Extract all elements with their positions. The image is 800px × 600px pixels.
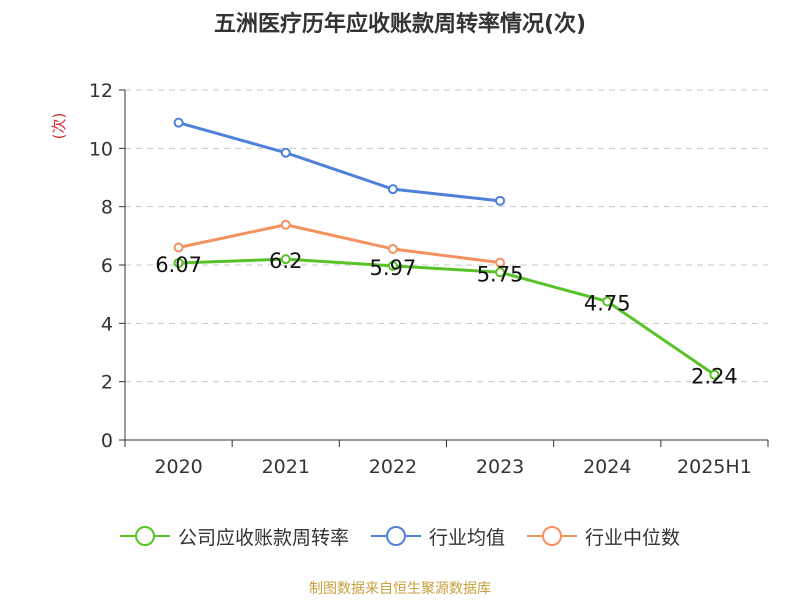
legend-swatch-industry-median <box>527 526 577 546</box>
x-tick-label: 2024 <box>583 456 631 478</box>
data-point-company <box>173 257 184 268</box>
y-axis-label: (次) <box>50 113 68 140</box>
x-tick-label: 2022 <box>369 456 417 478</box>
legend-label-industry-median: 行业中位数 <box>585 526 681 549</box>
legend-label-company: 公司应收账款周转率 <box>177 526 349 549</box>
x-tick-label: 2023 <box>476 456 524 478</box>
legend-item-company[interactable]: 公司应收账款周转率 <box>119 523 349 550</box>
data-point-company <box>602 296 613 307</box>
y-tick-label: 12 <box>89 80 113 102</box>
data-point-company <box>387 260 398 271</box>
x-tick-label: 2021 <box>262 456 310 478</box>
data-point-company <box>495 267 506 278</box>
legend-swatch-industry-average <box>370 526 421 546</box>
series-line-company <box>178 257 716 376</box>
chart-legend: 公司应收账款周转率 行业均值 行业中位数 <box>0 520 800 552</box>
y-tick-label: 0 <box>101 430 113 452</box>
y-tick-label: 8 <box>101 197 113 219</box>
data-point-company <box>280 254 291 265</box>
data-point-industry-median <box>495 257 506 268</box>
data-label: 2.24 <box>691 365 738 389</box>
y-tick-label: 6 <box>101 255 113 277</box>
legend-marker <box>385 526 406 546</box>
legend-item-industry-average[interactable]: 行业均值 <box>370 523 505 550</box>
data-label: 6.2 <box>269 249 302 273</box>
data-point-industry-median <box>280 219 291 230</box>
legend-item-industry-median[interactable]: 行业中位数 <box>527 523 680 550</box>
legend-marker <box>134 526 155 546</box>
data-point-industry-median <box>173 242 184 253</box>
chart-title: 五洲医疗历年应收账款周转率情况(次) <box>213 12 587 37</box>
y-tick-label: 2 <box>101 372 113 394</box>
y-tick-label: 4 <box>101 313 113 335</box>
data-label: 5.97 <box>370 256 417 280</box>
series-line-industry-average <box>178 121 501 203</box>
data-label: 5.75 <box>477 262 524 286</box>
data-label: 6.07 <box>155 253 202 277</box>
data-point-industry-average <box>173 117 184 128</box>
legend-label-industry-average: 行业均值 <box>428 526 505 549</box>
data-source-note: 制图数据来自恒生聚源数据库 <box>309 581 491 597</box>
series-line-industry-median <box>178 223 501 265</box>
data-point-company <box>709 369 720 380</box>
data-point-industry-average <box>495 195 506 206</box>
data-label: 4.75 <box>584 291 631 315</box>
y-tick-label: 10 <box>89 138 113 160</box>
legend-marker <box>542 526 562 546</box>
data-point-industry-average <box>387 184 398 195</box>
legend-swatch-company <box>119 526 170 546</box>
x-tick-label: 2025H1 <box>677 456 752 478</box>
data-point-industry-median <box>387 243 398 254</box>
data-point-industry-average <box>280 147 291 158</box>
x-tick-label: 2020 <box>154 456 202 478</box>
